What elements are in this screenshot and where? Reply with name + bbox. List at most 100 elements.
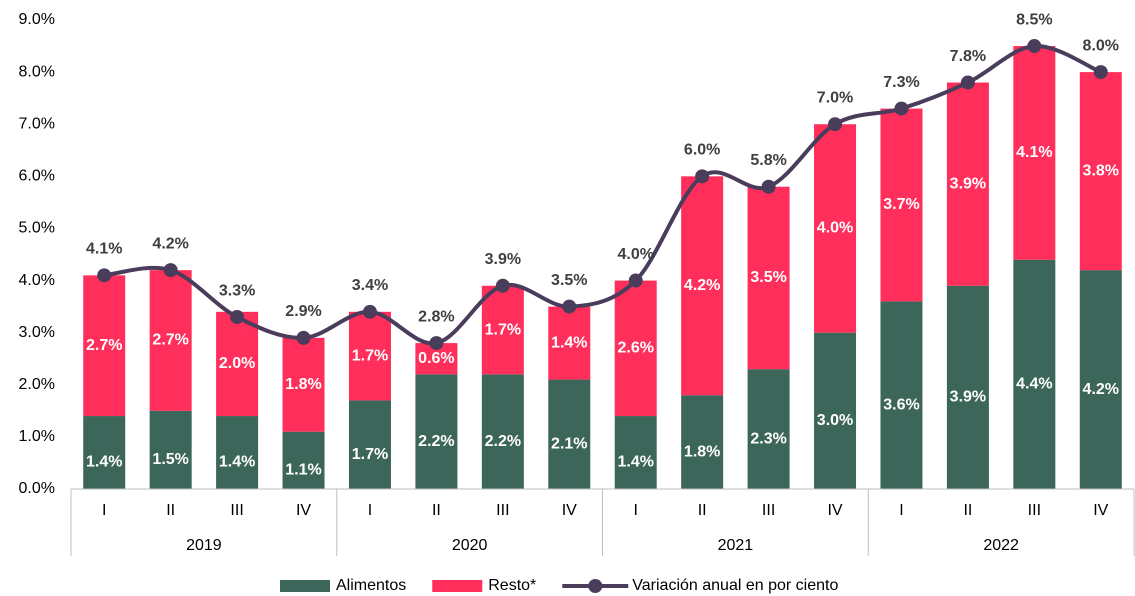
line-label: 3.9% [485, 251, 521, 268]
x-tick-label: II [432, 502, 441, 519]
x-tick-label: III [230, 502, 243, 519]
bar [681, 176, 724, 396]
x-tick-label: IV [562, 502, 577, 519]
bar [548, 379, 591, 489]
bar-label: 4.1% [1016, 144, 1052, 161]
x-tick-label: I [102, 502, 106, 519]
bar [348, 311, 391, 401]
bar-label: 1.5% [152, 451, 188, 468]
x-tick-label: IV [827, 502, 842, 519]
bar [1079, 270, 1122, 489]
y-tick-label: 8.0% [19, 63, 55, 80]
bar-label: 3.7% [883, 196, 919, 213]
bar-label: 4.0% [817, 220, 853, 237]
x-tick-label: III [762, 502, 775, 519]
y-tick-label: 7.0% [19, 115, 55, 132]
bar [415, 374, 458, 489]
bar-label: 1.4% [86, 454, 122, 471]
bar-label: 1.7% [485, 321, 521, 338]
line-label: 3.5% [551, 272, 587, 289]
bar [681, 395, 724, 489]
line-marker [628, 273, 643, 288]
x-tick-label: I [368, 502, 372, 519]
line-label: 5.8% [750, 152, 786, 169]
bar-label: 2.3% [750, 430, 786, 447]
line-label: 2.9% [285, 303, 321, 320]
year-label: 2021 [718, 537, 754, 554]
bar [1079, 72, 1122, 271]
bar [946, 285, 989, 489]
x-tick-label: IV [1093, 502, 1108, 519]
line-label: 3.4% [352, 277, 388, 294]
legend-swatch [280, 580, 330, 592]
bar [946, 82, 989, 286]
line-label: 7.3% [883, 74, 919, 91]
bar-label: 3.9% [950, 389, 986, 406]
year-label: 2019 [186, 537, 222, 554]
x-tick-label: I [899, 502, 903, 519]
line-marker [695, 169, 710, 184]
x-tick-label: I [633, 502, 637, 519]
bar-label: 3.0% [817, 412, 853, 429]
line-marker [1093, 65, 1108, 80]
bar-label: 3.9% [950, 175, 986, 192]
y-tick-label: 9.0% [19, 11, 55, 28]
bar-label: 1.4% [219, 454, 255, 471]
bar [548, 306, 591, 380]
line-marker [1027, 39, 1042, 54]
bar [348, 400, 391, 489]
y-tick-label: 5.0% [19, 220, 55, 237]
legend-label: Alimentos [336, 577, 406, 594]
legend-label: Resto* [488, 577, 536, 594]
bar-label: 2.0% [219, 355, 255, 372]
bar [149, 410, 192, 489]
line-label: 8.0% [1083, 37, 1119, 54]
line-label: 7.8% [950, 48, 986, 65]
bar [814, 332, 857, 489]
line-marker [495, 278, 510, 293]
bar-label: 1.1% [285, 462, 321, 479]
bar [880, 301, 923, 489]
bar-label: 4.2% [684, 277, 720, 294]
x-tick-label: II [166, 502, 175, 519]
year-label: 2022 [983, 537, 1019, 554]
bar [1013, 46, 1056, 260]
bar [747, 186, 790, 370]
line-marker [362, 304, 377, 319]
bar [747, 369, 790, 489]
line-marker [230, 310, 245, 325]
bar-label: 3.5% [750, 269, 786, 286]
bar [814, 124, 857, 333]
bar-label: 2.1% [551, 436, 587, 453]
bar-label: 4.2% [1083, 381, 1119, 398]
legend-swatch [432, 580, 483, 592]
bar [481, 374, 524, 489]
bar [216, 311, 259, 417]
bar [149, 270, 192, 411]
x-tick-label: III [496, 502, 509, 519]
bar [83, 275, 126, 417]
line-label: 6.0% [684, 142, 720, 159]
bar-label: 2.2% [485, 433, 521, 450]
bar-label: 1.7% [352, 347, 388, 364]
y-tick-label: 1.0% [19, 428, 55, 445]
bar [1013, 259, 1056, 489]
line-marker [562, 299, 577, 314]
line-label: 7.0% [817, 89, 853, 106]
bar-label: 1.8% [285, 376, 321, 393]
bar-label: 2.6% [617, 340, 653, 357]
line-marker [429, 336, 444, 351]
bar-label: 3.6% [883, 396, 919, 413]
bar-label: 1.8% [684, 443, 720, 460]
line-label: 2.8% [418, 308, 454, 325]
x-tick-label: III [1028, 502, 1041, 519]
line-label: 4.2% [152, 235, 188, 252]
bar-label: 2.2% [418, 433, 454, 450]
line-label: 4.1% [86, 241, 122, 258]
line-label: 8.5% [1016, 11, 1052, 28]
y-tick-label: 2.0% [19, 376, 55, 393]
line [103, 44, 1102, 346]
line-marker [296, 330, 311, 345]
y-tick-label: 0.0% [19, 480, 55, 497]
